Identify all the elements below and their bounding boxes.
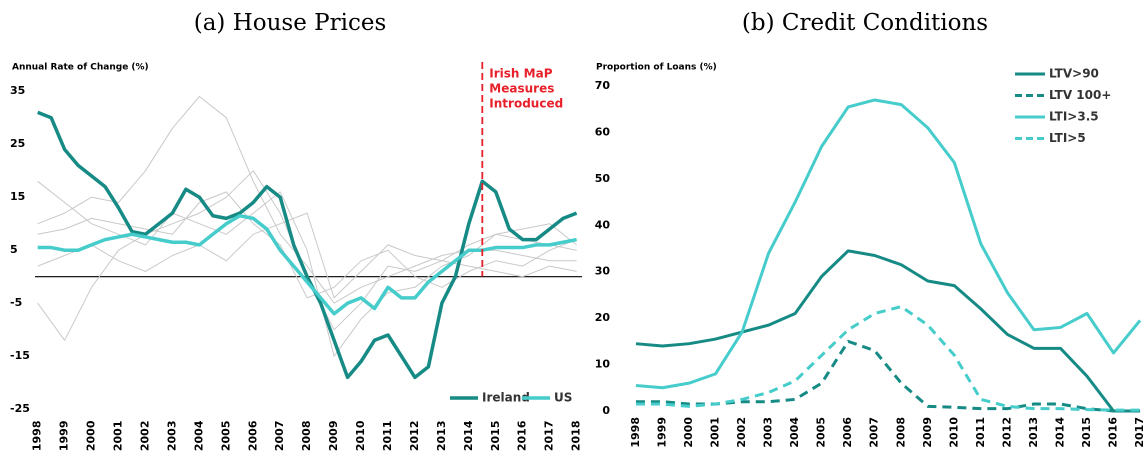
y-tick-label: 20	[595, 311, 611, 324]
x-tick-label: 2009	[921, 417, 934, 448]
background-line	[37, 212, 577, 299]
x-tick-label: 2006	[246, 420, 259, 451]
series-line	[37, 214, 577, 316]
y-tick-label: 35	[10, 84, 25, 97]
x-tick-label: 2004	[192, 420, 205, 451]
x-tick-label: 2001	[709, 417, 722, 448]
x-tick-label: 2005	[219, 421, 232, 452]
x-tick-label: 2010	[354, 420, 367, 451]
y-tick-label: 40	[595, 218, 611, 231]
legend-label: LTV>90	[1049, 67, 1099, 81]
annotation-text: Measures	[489, 82, 554, 96]
annotation-text: Irish MaP	[489, 67, 552, 81]
x-tick-label: 2002	[735, 417, 748, 448]
x-tick-label: 2003	[762, 417, 775, 448]
x-tick-label: 2012	[1000, 417, 1013, 448]
x-tick-label: 2014	[1053, 417, 1066, 448]
y-tick-label: 25	[10, 137, 25, 150]
y-tick-label: 15	[10, 190, 25, 203]
x-tick-label: 2017	[543, 421, 556, 452]
x-tick-label: 2013	[435, 421, 448, 452]
y-tick-label: -25	[10, 402, 30, 415]
legend-label: LTI>3.5	[1049, 110, 1099, 124]
x-tick-label: 1998	[629, 417, 642, 448]
x-tick-label: 2004	[788, 417, 801, 448]
chart-title: (b) Credit Conditions	[742, 10, 988, 36]
x-tick-label: 2014	[462, 420, 475, 451]
x-tick-label: 2016	[1107, 417, 1120, 448]
legend-label: LTI>5	[1049, 131, 1086, 145]
y-tick-label: 10	[595, 358, 611, 371]
x-tick-label: 2015	[489, 421, 502, 452]
series-line	[37, 110, 578, 380]
x-tick-label: 2000	[682, 417, 695, 448]
series-line	[635, 98, 1142, 390]
x-tick-label: 2008	[300, 421, 313, 452]
x-tick-label: 2016	[516, 420, 529, 451]
legend-label: Ireland	[482, 391, 530, 405]
y-axis-title: Annual Rate of Change (%)	[12, 63, 149, 73]
background-line	[37, 96, 577, 304]
series-line	[635, 339, 1141, 413]
x-tick-label: 2005	[815, 417, 828, 448]
x-tick-label: 2006	[841, 417, 854, 448]
series-line	[635, 249, 1141, 413]
y-tick-label: 5	[10, 243, 18, 256]
x-tick-label: 2000	[85, 420, 98, 451]
legend-label: US	[554, 391, 572, 405]
series-line	[635, 305, 1141, 412]
x-tick-label: 2007	[273, 421, 286, 452]
x-tick-label: 2013	[1027, 417, 1040, 448]
y-tick-label: -5	[10, 296, 22, 309]
x-tick-label: 2017	[1133, 417, 1146, 448]
background-line	[37, 180, 577, 357]
x-tick-label: 2011	[974, 417, 987, 448]
x-tick-label: 2015	[1080, 417, 1093, 448]
x-tick-label: 2009	[327, 421, 340, 452]
x-tick-label: 2002	[138, 421, 151, 452]
y-tick-label: 0	[602, 404, 610, 417]
y-tick-label: -15	[10, 349, 30, 362]
legend-label: LTV 100+	[1049, 88, 1111, 102]
y-tick-label: 70	[595, 79, 611, 92]
x-tick-label: 2012	[408, 421, 421, 452]
y-tick-label: 60	[595, 125, 611, 138]
x-tick-label: 2011	[381, 421, 394, 452]
x-tick-label: 1998	[31, 421, 44, 452]
x-tick-label: 2010	[947, 417, 960, 448]
x-tick-label: 2018	[570, 421, 583, 452]
y-axis-title: Proportion of Loans (%)	[596, 63, 717, 73]
chart-title: (a) House Prices	[194, 10, 387, 36]
annotation-text: Introduced	[489, 97, 563, 111]
x-tick-label: 1999	[58, 421, 71, 452]
y-tick-label: 30	[595, 265, 611, 278]
x-tick-label: 2001	[112, 421, 125, 452]
x-tick-label: 1999	[655, 417, 668, 448]
x-tick-label: 2007	[868, 417, 881, 448]
x-tick-label: 2003	[165, 421, 178, 452]
y-tick-label: 50	[595, 172, 611, 185]
x-tick-label: 2008	[894, 417, 907, 448]
